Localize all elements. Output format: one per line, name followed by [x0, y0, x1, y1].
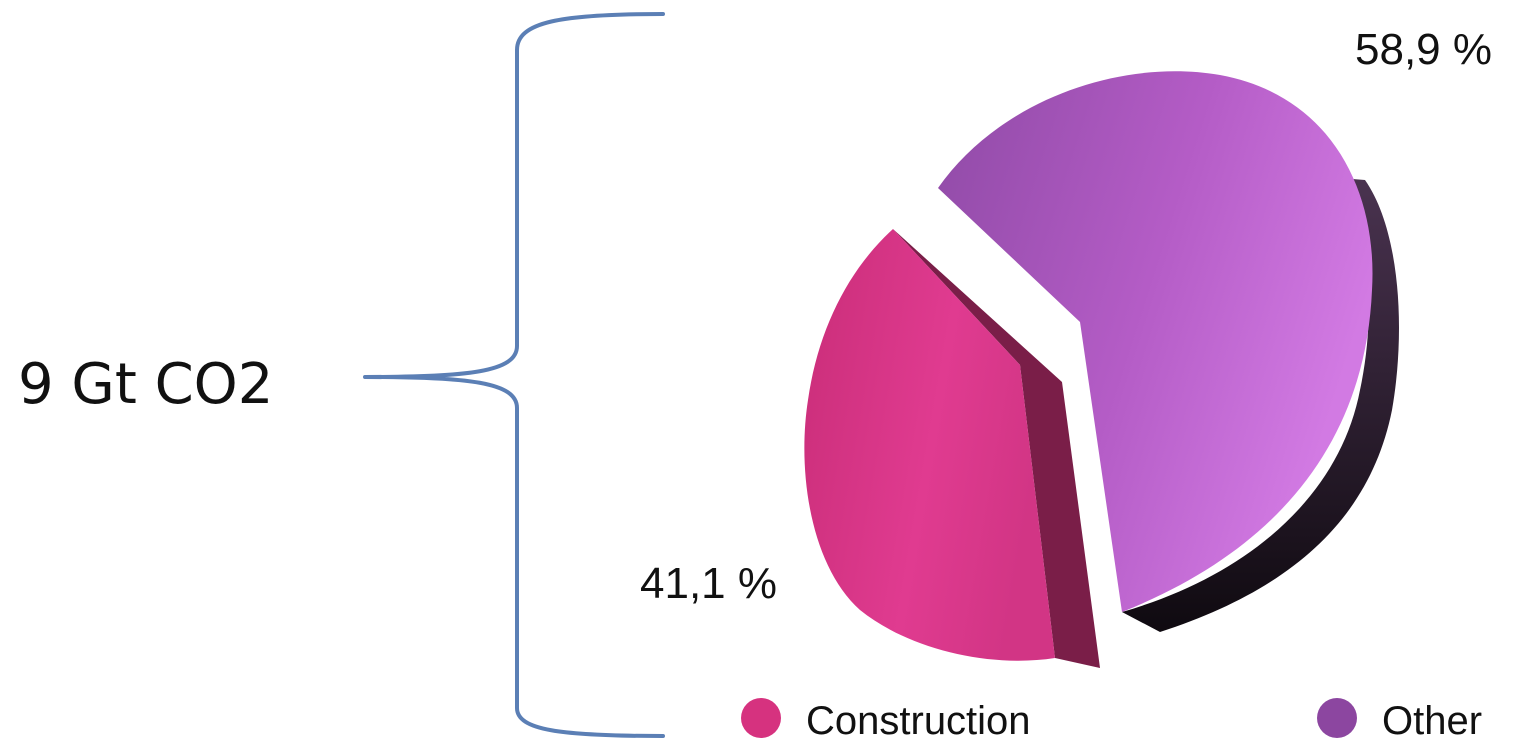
curly-brace	[363, 12, 665, 738]
label-other-percent: 58,9 %	[1355, 25, 1492, 74]
pie-slice-other-top	[938, 71, 1373, 612]
legend-item-other: Other	[1317, 698, 1482, 739]
pie-slice-other-side	[1122, 178, 1400, 632]
legend-swatch-construction	[741, 698, 781, 738]
pie-slice-construction-top	[804, 229, 1055, 661]
legend: Construction Other	[741, 698, 1482, 739]
pie-slice-construction-cut-face	[893, 229, 1100, 668]
legend-swatch-other	[1317, 698, 1357, 738]
label-construction-percent: 41,1 %	[640, 559, 777, 608]
legend-item-construction: Construction	[741, 698, 1031, 739]
pie-slice-construction	[804, 229, 1100, 668]
pie-slice-other	[938, 71, 1400, 632]
legend-label-construction: Construction	[806, 699, 1031, 739]
legend-label-other: Other	[1382, 699, 1482, 739]
total-emissions-label: 9 Gt CO2	[18, 352, 273, 417]
